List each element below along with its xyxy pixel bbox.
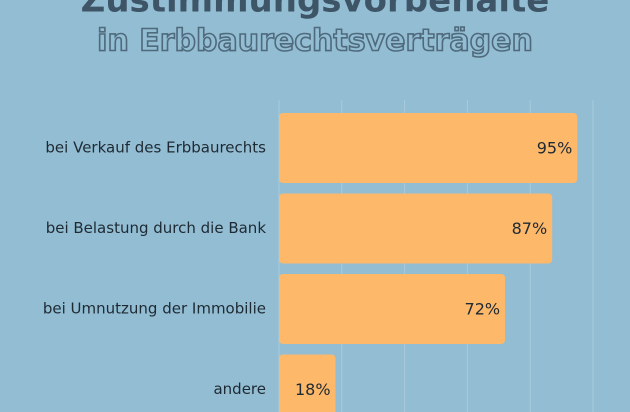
bar <box>279 274 506 344</box>
chart-subtitle: in Erbbaurechtsverträgen <box>97 24 533 59</box>
value-label: 95% <box>537 139 573 158</box>
bar <box>279 113 578 183</box>
value-label: 72% <box>465 300 501 319</box>
value-label: 18% <box>295 380 331 399</box>
category-label: bei Belastung durch die Bank <box>46 219 267 237</box>
chart-title: Zustimmungsvorbehalte <box>81 0 550 21</box>
value-label: 87% <box>512 219 548 238</box>
category-label: andere <box>213 380 266 398</box>
bar <box>279 354 336 412</box>
category-label: bei Umnutzung der Immobilie <box>43 300 266 318</box>
bar <box>279 193 553 264</box>
category-label: bei Verkauf des Erbbaurechts <box>45 139 266 157</box>
